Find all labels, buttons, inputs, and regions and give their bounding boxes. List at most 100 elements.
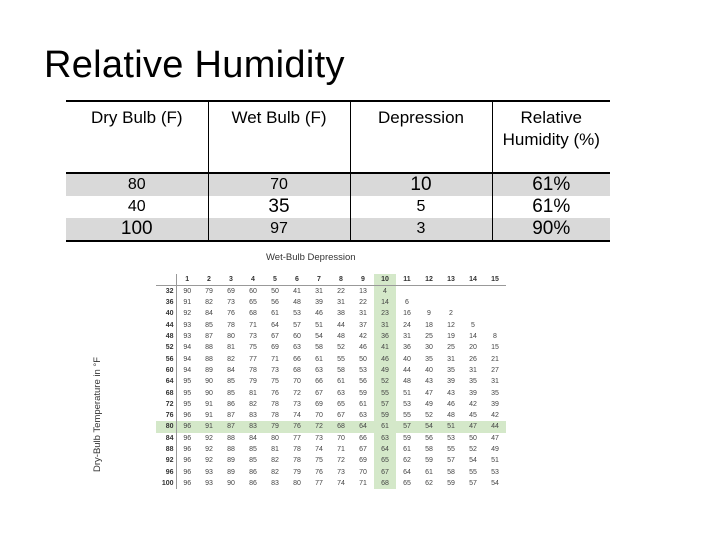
chart-cell: 73 [249, 333, 257, 341]
chart-cell: 72 [308, 421, 330, 433]
chart-y-axis-label: Dry-Bulb Temperature in °F [92, 356, 103, 472]
chart-cell: 59 [403, 434, 411, 442]
chart-cell: 53 [491, 468, 499, 476]
chart-cell: 84 [205, 310, 213, 318]
chart-cell: 60 [249, 288, 257, 295]
chart-cell: 89 [227, 468, 235, 476]
chart-cell: 35 [491, 389, 499, 397]
chart-row: 40 92 84 76 68 61 53 46 38 31 23 16 9 2 [156, 308, 506, 320]
chart-cell: 90 [205, 378, 213, 386]
chart-cell: 58 [337, 366, 345, 374]
chart-row: 52 94 88 81 75 69 63 58 52 46 41 36 30 25 20 15 [156, 342, 506, 354]
chart-cell: 70 [315, 412, 323, 420]
chart-row-temperature: 40 [156, 308, 177, 320]
chart-cell: 52 [469, 446, 477, 453]
chart-cell: 66 [359, 434, 367, 442]
chart-row: 100 96 93 90 86 83 80 77 74 71 68 65 62 59 57 54 [156, 477, 506, 490]
chart-cell: 42 [469, 400, 477, 408]
chart-cell: 43 [447, 389, 455, 397]
chart-row: 80 96 91 87 83 79 76 72 68 64 61 57 54 51 47 44 [156, 421, 506, 433]
chart-cell: 85 [227, 378, 235, 386]
chart-cell: 31 [337, 299, 345, 307]
chart-cell: 31 [315, 288, 323, 295]
chart-cell: 63 [293, 344, 301, 352]
chart-cell: 41 [293, 288, 301, 295]
chart-cell: 91 [205, 400, 213, 408]
chart-cell: 53 [403, 400, 411, 408]
chart-corner-cell [156, 274, 177, 286]
chart-cell: 75 [271, 378, 279, 386]
cell-wet-bulb: 35 [207, 196, 350, 218]
chart-cell: 96 [183, 434, 192, 442]
chart-cell: 88 [227, 434, 235, 442]
chart-cell: 68 [374, 477, 396, 490]
chart-cell: 74 [315, 446, 323, 453]
chart-cell: 82 [227, 355, 235, 363]
chart-cell: 26 [469, 355, 477, 363]
chart-row: 60 94 89 84 78 73 68 63 58 53 49 44 40 35 31 27 [156, 364, 506, 377]
chart-cell: 50 [359, 355, 367, 363]
chart-cell: 22 [337, 288, 345, 295]
chart-cell: 80 [293, 479, 301, 487]
chart-cell: 69 [271, 344, 279, 352]
chart-cell: 8 [493, 333, 497, 341]
chart-cell: 35 [425, 355, 433, 363]
chart-cell: 75 [249, 344, 257, 352]
chart-cell: 61 [271, 310, 279, 318]
chart-cell: 52 [425, 412, 433, 420]
chart-row: 72 95 91 86 82 78 73 69 65 61 57 53 49 46 42 39 [156, 398, 506, 410]
chart-cell: 16 [403, 310, 411, 318]
chart-cell: 77 [249, 355, 257, 363]
chart-cell: 25 [447, 344, 455, 352]
chart-cell: 89 [227, 457, 235, 465]
chart-cell: 96 [183, 479, 192, 487]
chart-column-header: 5 [264, 274, 286, 286]
chart-cell: 58 [315, 344, 323, 352]
chart-cell: 54 [315, 333, 323, 341]
chart-cell: 45 [469, 412, 477, 420]
chart-cell: 51 [491, 457, 499, 465]
table-row: 80 70 10 61% [66, 173, 610, 196]
chart-cell: 82 [249, 400, 257, 408]
chart-cell: 48 [447, 412, 455, 420]
chart-cell: 58 [425, 446, 433, 453]
header-depression: Depression [349, 100, 492, 174]
chart-cell: 52 [374, 376, 396, 388]
chart-cell: 24 [403, 321, 411, 329]
chart-cell: 57 [469, 479, 477, 487]
chart-cell: 79 [205, 288, 213, 295]
chart-cell: 62 [403, 457, 411, 465]
chart-row: 64 95 90 85 79 75 70 66 61 56 52 48 43 39 35 31 [156, 376, 506, 388]
chart-cell: 71 [271, 355, 279, 363]
chart-row: 44 93 85 78 71 64 57 51 44 37 31 24 18 12 5 [156, 319, 506, 331]
header-wet-bulb: Wet Bulb (F) [207, 100, 350, 174]
chart-cell: 59 [359, 389, 367, 397]
chart-cell: 96 [183, 446, 192, 453]
chart-row-temperature: 32 [156, 285, 177, 297]
chart-cell: 48 [337, 333, 345, 341]
humidity-data-table: Dry Bulb (F) Wet Bulb (F) Depression Rel… [66, 100, 610, 242]
chart-cell [440, 286, 462, 298]
chart-cell [462, 308, 484, 319]
chart-row-temperature: 96 [156, 466, 177, 478]
chart-cell: 39 [447, 378, 455, 386]
chart-cell: 96 [176, 421, 198, 433]
chart-cell: 12 [447, 321, 455, 329]
chart-cell: 76 [286, 421, 308, 433]
chart-cell: 51 [315, 321, 323, 329]
chart-row: 76 96 91 87 83 78 74 70 67 63 59 55 52 48 45 42 [156, 409, 506, 422]
chart-cell: 27 [491, 366, 499, 374]
chart-cell [462, 286, 484, 298]
chart-cell: 51 [403, 389, 411, 397]
chart-cell: 68 [249, 310, 257, 318]
chart-cell: 87 [220, 421, 242, 433]
chart-cell: 79 [249, 378, 257, 386]
chart-cell: 48 [403, 378, 411, 386]
chart-cell: 90 [227, 479, 235, 487]
chart-cell [484, 320, 506, 331]
chart-cell: 61 [403, 446, 411, 453]
chart-cell: 57 [374, 398, 396, 410]
chart-cell: 2 [449, 310, 453, 318]
chart-cell: 31 [403, 333, 411, 341]
chart-cell: 66 [293, 355, 301, 363]
